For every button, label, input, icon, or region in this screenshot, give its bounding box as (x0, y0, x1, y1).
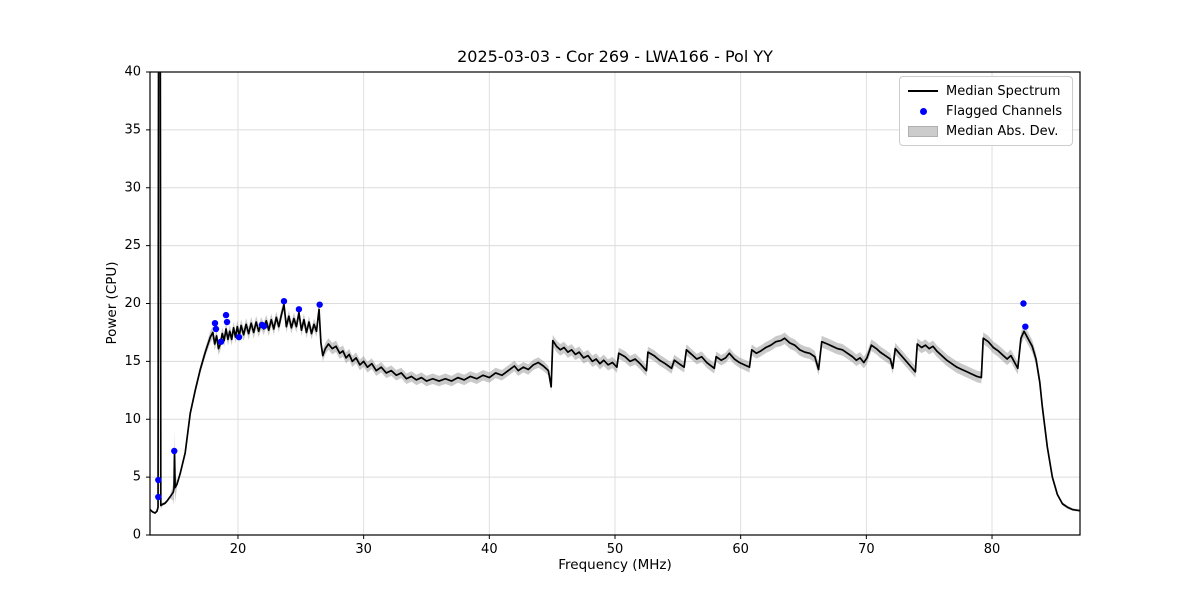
legend-item-flagged-channels: Flagged Channels (900, 101, 1072, 121)
x-tick-label: 70 (858, 542, 875, 557)
flagged-channel-dot (155, 476, 162, 484)
x-tick-label: 20 (230, 542, 247, 557)
x-tick-label: 50 (607, 542, 624, 557)
median-spectrum-swatch-area (900, 90, 946, 92)
x-tick-label: 30 (355, 542, 372, 557)
plot-border (149, 71, 1081, 536)
y-tick-label: 25 (124, 238, 141, 253)
flagged-channel-dot (316, 301, 323, 308)
band-swatch-icon (908, 125, 938, 137)
y-tick-label: 10 (124, 412, 141, 427)
legend-label-median-spectrum: Median Spectrum (946, 83, 1061, 99)
legend: Median Spectrum Flagged Channels Median … (899, 76, 1073, 146)
mad-swatch-area (900, 125, 946, 137)
x-axis-label: Frequency (MHz) (558, 557, 672, 573)
tick-labels: 20 30 40 50 60 70 80 0 5 10 15 20 25 30 35 40 (124, 65, 1000, 557)
x-tick-label: 60 (732, 542, 749, 557)
y-tick-label: 5 (133, 470, 141, 485)
median-spectrum-line (150, 72, 1080, 514)
flagged-channel-dot (1022, 323, 1029, 330)
y-tick-label: 15 (124, 354, 141, 369)
flagged-channel-dot (211, 319, 219, 327)
legend-label-median-abs-dev: Median Abs. Dev. (946, 123, 1059, 139)
dot-swatch-icon (919, 107, 927, 115)
flagged-channels (155, 297, 1029, 501)
legend-item-median-spectrum: Median Spectrum (900, 81, 1072, 101)
y-tick-label: 35 (124, 122, 141, 137)
line-swatch-icon (908, 90, 938, 92)
axis-ticks (146, 71, 993, 539)
flagged-channel-dot (212, 325, 220, 333)
flagged-channel-dot (260, 322, 268, 330)
y-tick-label: 40 (124, 65, 141, 80)
legend-label-flagged-channels: Flagged Channels (946, 103, 1063, 119)
legend-item-median-abs-dev: Median Abs. Dev. (900, 121, 1072, 141)
flagged-channel-dot (1020, 300, 1027, 307)
y-tick-label: 20 (124, 296, 141, 311)
flagged-channel-dot (217, 338, 225, 345)
flagged-channel-dot (235, 333, 243, 341)
x-tick-label: 40 (481, 542, 498, 557)
gridlines (150, 71, 1080, 536)
flagged-channel-dot (280, 297, 288, 305)
chart-title: 2025-03-03 - Cor 269 - LWA166 - Pol YY (457, 47, 773, 66)
y-tick-label: 0 (133, 528, 141, 543)
flagged-channels-swatch-area (900, 107, 946, 115)
flagged-channel-dot (155, 493, 162, 501)
flagged-channel-dot (223, 318, 231, 326)
flagged-channel-dot (295, 306, 303, 313)
y-axis-label: Power (CPU) (104, 261, 120, 345)
x-tick-label: 80 (984, 542, 1001, 557)
flagged-channel-dot (171, 447, 178, 455)
y-tick-label: 30 (124, 180, 141, 195)
flagged-channel-dot (222, 311, 230, 319)
